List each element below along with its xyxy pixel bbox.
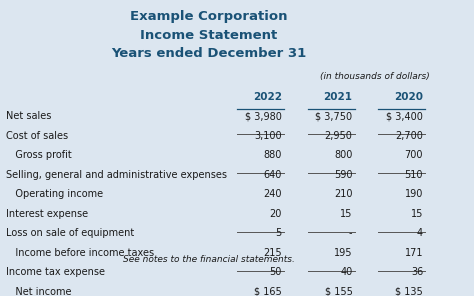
Text: 3,100: 3,100: [254, 131, 282, 141]
Text: 2,950: 2,950: [325, 131, 353, 141]
Text: 15: 15: [340, 209, 353, 219]
Text: Cost of sales: Cost of sales: [6, 131, 68, 141]
Text: Selling, general and administrative expenses: Selling, general and administrative expe…: [6, 170, 227, 180]
Text: 40: 40: [340, 267, 353, 277]
Text: Operating income: Operating income: [6, 189, 103, 199]
Text: Net sales: Net sales: [6, 111, 52, 121]
Text: 880: 880: [264, 150, 282, 160]
Text: (in thousands of dollars): (in thousands of dollars): [320, 72, 430, 81]
Text: 5: 5: [275, 228, 282, 238]
Text: 2022: 2022: [253, 92, 282, 102]
Text: 510: 510: [405, 170, 423, 180]
Text: 20: 20: [269, 209, 282, 219]
Text: $ 3,750: $ 3,750: [315, 111, 353, 121]
Text: 36: 36: [411, 267, 423, 277]
Text: Income tax expense: Income tax expense: [6, 267, 105, 277]
Text: Net income: Net income: [6, 287, 72, 296]
Text: $ 165: $ 165: [254, 287, 282, 296]
Text: 171: 171: [405, 248, 423, 258]
Text: $ 3,980: $ 3,980: [245, 111, 282, 121]
Text: 210: 210: [334, 189, 353, 199]
Text: 4: 4: [417, 228, 423, 238]
Text: 590: 590: [334, 170, 353, 180]
Text: 2,700: 2,700: [395, 131, 423, 141]
Text: $ 3,400: $ 3,400: [386, 111, 423, 121]
Text: 15: 15: [411, 209, 423, 219]
Text: Gross profit: Gross profit: [6, 150, 72, 160]
Text: Income before income taxes: Income before income taxes: [6, 248, 154, 258]
Text: Years ended December 31: Years ended December 31: [111, 47, 306, 60]
Text: See notes to the financial statements.: See notes to the financial statements.: [123, 255, 295, 264]
Text: Income Statement: Income Statement: [140, 28, 277, 41]
Text: 800: 800: [334, 150, 353, 160]
Text: $ 155: $ 155: [325, 287, 353, 296]
Text: -: -: [349, 228, 353, 238]
Text: Loss on sale of equipment: Loss on sale of equipment: [6, 228, 134, 238]
Text: 50: 50: [269, 267, 282, 277]
Text: 215: 215: [263, 248, 282, 258]
Text: 240: 240: [263, 189, 282, 199]
Text: 640: 640: [264, 170, 282, 180]
Text: 2021: 2021: [323, 92, 353, 102]
Text: $ 135: $ 135: [395, 287, 423, 296]
Text: 195: 195: [334, 248, 353, 258]
Text: 190: 190: [405, 189, 423, 199]
Text: Example Corporation: Example Corporation: [130, 9, 287, 22]
Text: Interest expense: Interest expense: [6, 209, 88, 219]
Text: 2020: 2020: [394, 92, 423, 102]
Text: 700: 700: [405, 150, 423, 160]
